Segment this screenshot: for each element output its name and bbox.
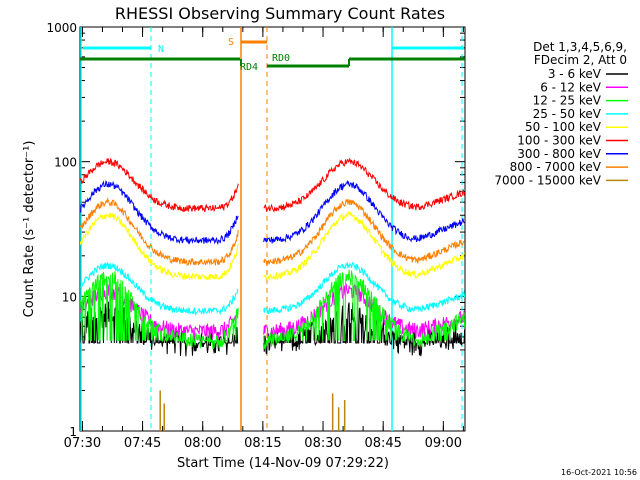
- timestamp-label: 16-Oct-2021 10:56: [561, 468, 637, 477]
- legend-entry-label: 6 - 12 keV: [540, 80, 602, 94]
- series-100to300keV: [80, 157, 465, 213]
- legend-entry-label: 7000 - 15000 keV: [494, 173, 601, 187]
- legend-header-line-2: FDecim 2, Att 0: [534, 53, 627, 67]
- x-tick-labels: 07:30 07:45 08:00 08:15 08:30 08:45 09:00: [64, 436, 462, 451]
- saa-label: S: [228, 37, 234, 48]
- y-axis-label: Count Rate (s⁻¹ detector⁻¹): [22, 141, 37, 318]
- series-trace: [80, 262, 239, 317]
- series-trace: [80, 197, 239, 267]
- y-tick-label: 1000: [46, 21, 77, 35]
- series-800to7000keV: [80, 197, 465, 267]
- series-300to800keV: [80, 179, 465, 246]
- series-12to25keV: [80, 269, 465, 350]
- series-trace: [263, 179, 465, 244]
- event-markers: N S RD0 RD4: [80, 27, 465, 431]
- legend-entry-label: 800 - 7000 keV: [510, 160, 602, 174]
- plot-frame: [79, 26, 466, 432]
- rd0-label: RD0: [272, 53, 290, 64]
- series-trace: [263, 198, 465, 266]
- x-tick-label: 09:00: [425, 436, 462, 451]
- y-tick-label: 100: [54, 156, 77, 170]
- series-trace: [263, 210, 465, 282]
- x-tick-label: 08:30: [304, 436, 341, 451]
- series-trace: [80, 212, 239, 281]
- series-trace: [80, 271, 239, 350]
- series-trace: [263, 269, 465, 350]
- legend-entry-label: 300 - 800 keV: [517, 147, 601, 161]
- legend-entry-label: 100 - 300 keV: [517, 134, 601, 148]
- legend-entry-label: 50 - 100 keV: [525, 120, 602, 134]
- series-trace: [263, 261, 465, 315]
- chart-title: RHESSI Observing Summary Count Rates: [115, 4, 445, 23]
- x-tick-label: 08:00: [184, 436, 221, 451]
- legend: Det 1,3,4,5,6,9, FDecim 2, Att 0 3 - 6 k…: [494, 40, 628, 187]
- legend-entry-label: 25 - 50 keV: [533, 107, 602, 121]
- rd4-label: RD4: [240, 62, 258, 73]
- legend-entry-label: 3 - 6 keV: [548, 67, 602, 81]
- y-tick-labels: 1 10 100 1000: [46, 21, 77, 439]
- series-trace: [263, 283, 465, 341]
- x-axis-label: Start Time (14-Nov-09 07:29:22): [177, 456, 389, 471]
- series-50to100keV: [80, 210, 465, 282]
- series-lines: [80, 157, 465, 431]
- y-tick-label: 1: [69, 425, 77, 439]
- x-tick-label: 08:45: [364, 436, 401, 451]
- x-tick-label: 07:45: [124, 436, 161, 451]
- y-tick-label: 10: [62, 290, 77, 304]
- series-25to50keV: [80, 261, 465, 317]
- legend-header-line-1: Det 1,3,4,5,6,9,: [533, 40, 627, 54]
- night-label: N: [158, 44, 164, 55]
- series-trace: [80, 180, 239, 246]
- series-trace: [263, 157, 465, 213]
- series-trace: [80, 157, 239, 213]
- legend-entry-label: 12 - 25 keV: [533, 94, 602, 108]
- x-tick-label: 07:30: [64, 436, 101, 451]
- x-tick-label: 08:15: [244, 436, 281, 451]
